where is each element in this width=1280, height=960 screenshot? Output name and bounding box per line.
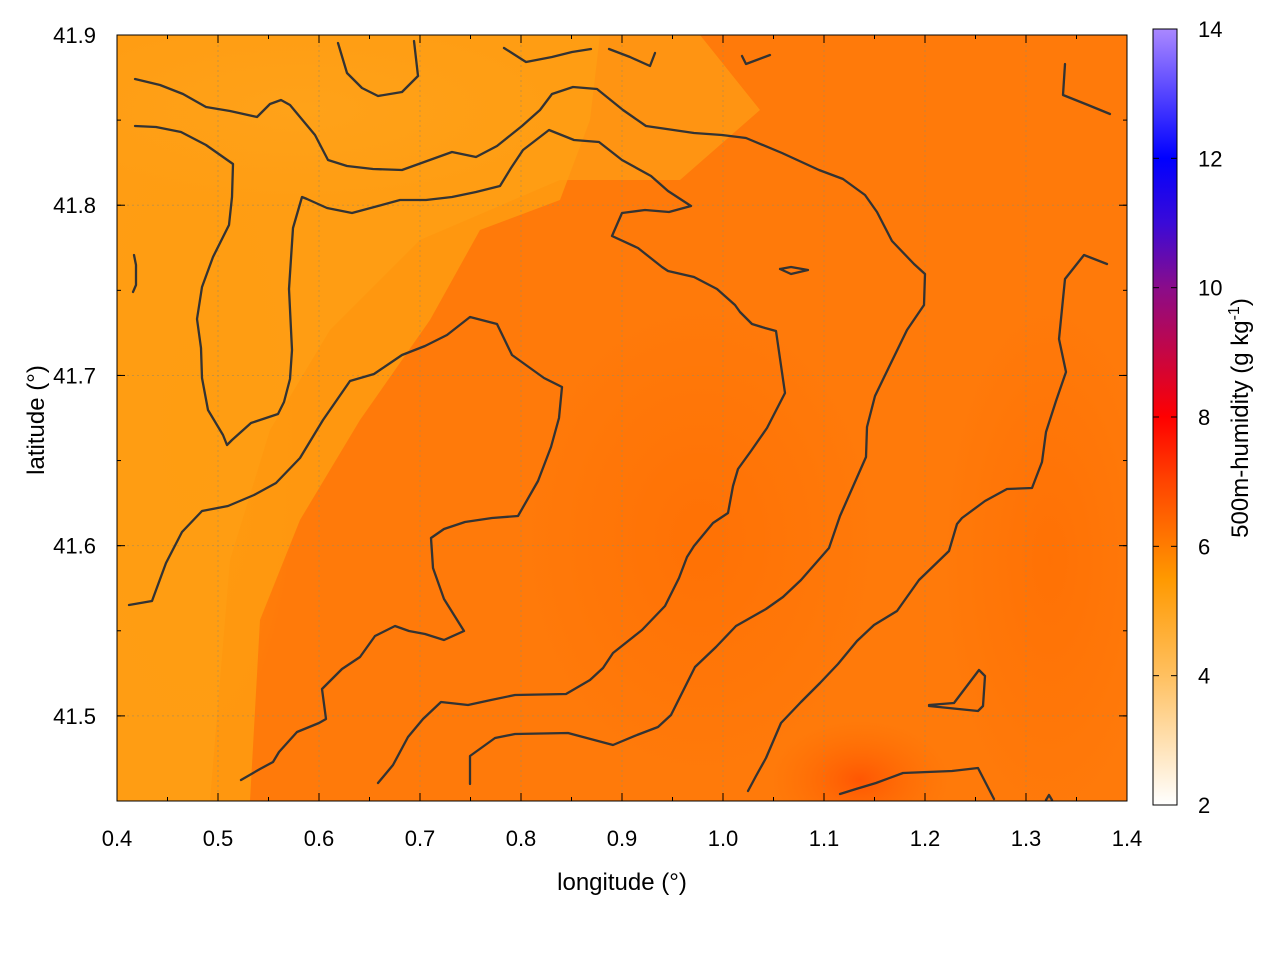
grid xyxy=(117,35,1127,801)
x-tick-label: 1.4 xyxy=(1112,826,1143,851)
colorbar-tick-labels: 2 4 6 8 10 12 14 xyxy=(1198,17,1222,818)
contour-line xyxy=(838,766,996,801)
contour-line xyxy=(1061,62,1112,116)
contour-line xyxy=(131,253,138,294)
y-tick-label: 41.9 xyxy=(53,23,96,48)
x-tick-label: 1.0 xyxy=(708,826,739,851)
colorbar-tick-label: 2 xyxy=(1198,793,1210,818)
x-tick-label: 0.8 xyxy=(506,826,537,851)
colorbar-title-superscript: -1 xyxy=(1226,306,1243,320)
contour-line xyxy=(336,39,420,98)
x-tick-label: 0.5 xyxy=(203,826,234,851)
colorbar-tick-label: 14 xyxy=(1198,17,1222,42)
y-tick-label: 41.8 xyxy=(53,193,96,218)
y-tick-label: 41.6 xyxy=(53,534,96,559)
colorbar-tick-label: 6 xyxy=(1198,534,1210,559)
contour-line xyxy=(607,47,657,68)
colorbar-tick-label: 8 xyxy=(1198,405,1210,430)
field-dry-north xyxy=(117,35,560,200)
contour-line xyxy=(740,53,772,66)
x-tick-label: 0.6 xyxy=(304,826,335,851)
field-moist-east xyxy=(940,300,1127,801)
colorbar-title-suffix: ) xyxy=(1227,298,1254,306)
colorbar-tick-label: 4 xyxy=(1198,664,1210,689)
field-dry-west-inner xyxy=(117,35,760,801)
contour-line xyxy=(127,315,564,782)
x-tick-label: 1.1 xyxy=(809,826,840,851)
field-dry-west-band xyxy=(117,100,300,760)
colorbar-ticks xyxy=(1153,28,1177,806)
x-axis-title: longitude (°) xyxy=(557,869,687,896)
contour-line xyxy=(746,253,1109,793)
axis-ticks xyxy=(116,34,1128,802)
x-tick-label: 0.4 xyxy=(102,826,133,851)
y-axis-title: latitude (°) xyxy=(23,365,50,475)
contour-line xyxy=(778,265,810,276)
humidity-field xyxy=(117,35,1127,801)
y-axis-tick-labels: 41.5 41.6 41.7 41.8 41.9 xyxy=(53,23,96,729)
colorbar-tick-label: 10 xyxy=(1198,276,1222,301)
y-tick-label: 41.5 xyxy=(53,704,96,729)
x-tick-label: 1.2 xyxy=(910,826,941,851)
contour-line xyxy=(133,77,927,786)
contour-line xyxy=(133,124,787,785)
field-moist-south xyxy=(770,720,950,801)
x-tick-label: 0.7 xyxy=(405,826,436,851)
contour-line xyxy=(502,46,593,64)
x-tick-label: 1.3 xyxy=(1011,826,1042,851)
x-axis-tick-labels: 0.4 0.5 0.6 0.7 0.8 0.9 1.0 1.1 1.2 1.3 1.4 xyxy=(102,826,1143,851)
contour-lines xyxy=(127,39,1112,801)
contour-line xyxy=(927,668,987,713)
x-tick-label: 0.9 xyxy=(607,826,638,851)
colorbar-title-main: 500m-humidity (g kg xyxy=(1227,320,1254,537)
y-tick-label: 41.7 xyxy=(53,363,96,388)
colorbar-tick-label: 12 xyxy=(1198,146,1222,171)
colorbar-title: 500m-humidity (g kg-1) xyxy=(1226,298,1254,538)
contour-line xyxy=(1044,793,1054,801)
